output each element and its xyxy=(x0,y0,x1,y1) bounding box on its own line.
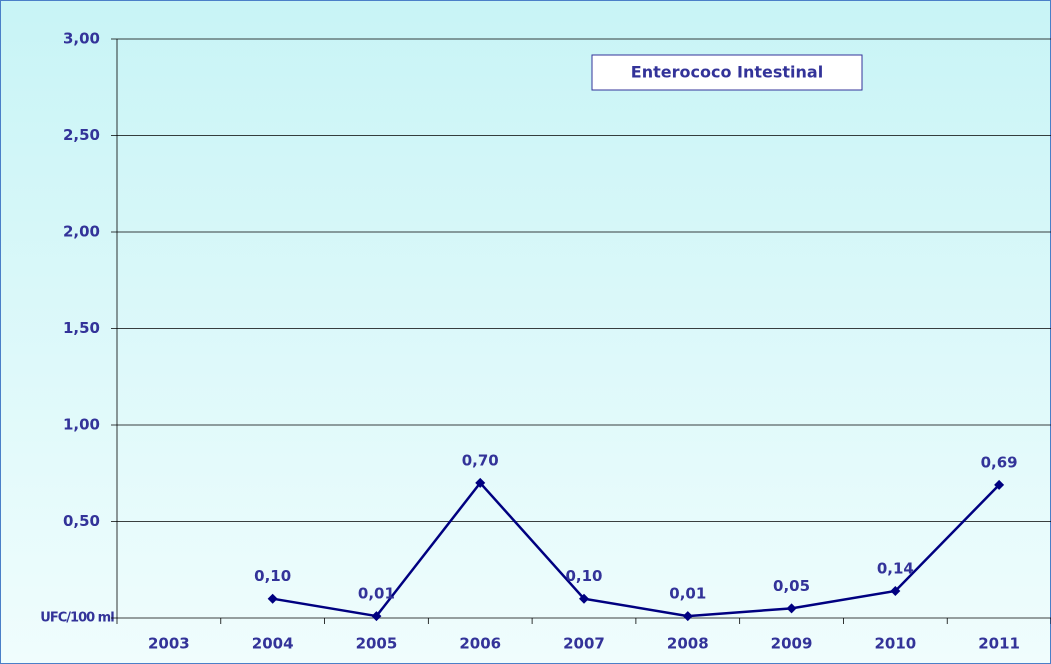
data-point xyxy=(579,593,589,604)
x-tick-label: 2009 xyxy=(771,635,813,653)
x-tick-label: 2004 xyxy=(252,635,294,653)
y-tick-label: 1,50 xyxy=(63,319,100,337)
y-tick-label: 1,00 xyxy=(63,416,100,434)
data-point xyxy=(994,479,1005,490)
data-point xyxy=(682,611,693,622)
x-tick-label: 2003 xyxy=(148,635,190,653)
data-label: 0,14 xyxy=(877,559,914,577)
data-label: 0,10 xyxy=(254,567,291,585)
data-label: 0,70 xyxy=(462,451,499,469)
data-point xyxy=(371,611,382,622)
y-tick-label: 2,00 xyxy=(63,223,100,241)
x-tick-label: 2011 xyxy=(978,635,1020,653)
data-label: 0,05 xyxy=(773,577,810,595)
data-point xyxy=(475,477,486,488)
series-line xyxy=(272,480,1001,618)
x-tick-label: 2010 xyxy=(874,635,916,653)
y-tick-label: 3,00 xyxy=(63,30,100,48)
data-label: 0,01 xyxy=(669,585,706,603)
data-point xyxy=(786,603,797,614)
x-tick-label: 2007 xyxy=(563,635,605,653)
y-axis-label: UFC/100 ml xyxy=(40,611,114,626)
data-point xyxy=(267,593,278,604)
y-tick-label: 2,50 xyxy=(63,126,100,144)
y-tick-label: 0,50 xyxy=(63,512,100,530)
x-tick-label: 2006 xyxy=(459,635,501,653)
data-point xyxy=(890,585,901,596)
x-tick-label: 2005 xyxy=(356,635,398,653)
x-tick-label: 2008 xyxy=(667,635,709,653)
legend-box xyxy=(591,54,863,91)
data-label: 0,01 xyxy=(358,585,395,603)
legend-entry: Enterococo Intestinal xyxy=(631,63,823,82)
data-label: 0,10 xyxy=(565,567,602,585)
data-label: 0,69 xyxy=(981,453,1018,471)
